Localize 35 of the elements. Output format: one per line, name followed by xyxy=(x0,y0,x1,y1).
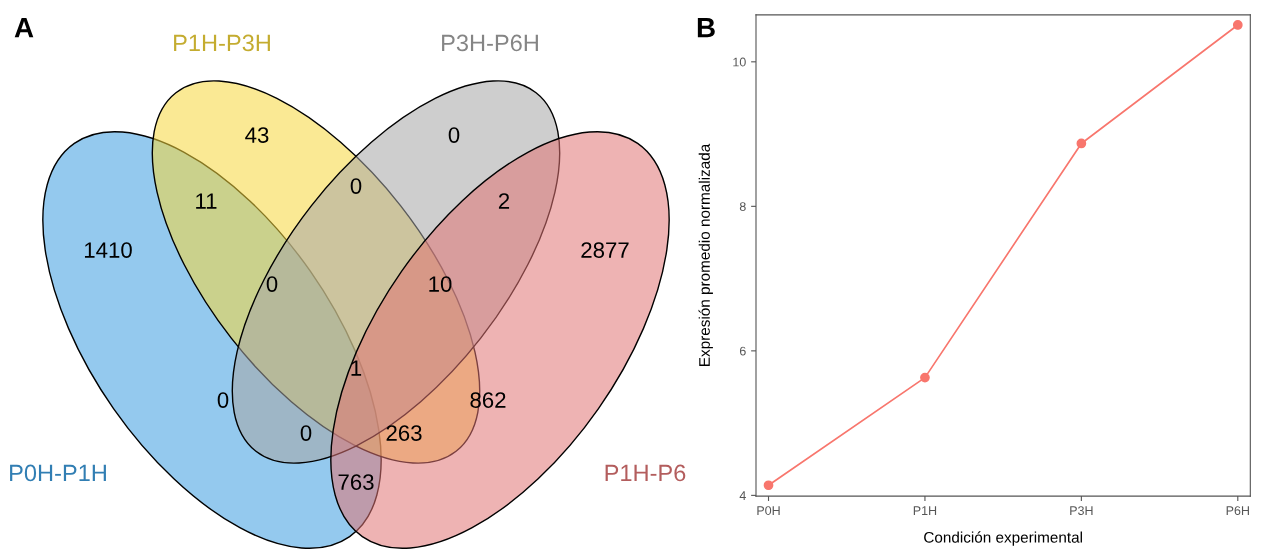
category-label: P3H-P6H xyxy=(442,34,538,52)
text: 763 xyxy=(338,474,374,490)
text: 0 xyxy=(448,127,460,143)
point xyxy=(1076,138,1087,149)
text: 0 xyxy=(350,178,362,194)
x-tick-label: P0H xyxy=(757,506,780,515)
point xyxy=(763,480,774,491)
text: 263 xyxy=(386,425,422,441)
x-axis-title: Condición experimental xyxy=(924,531,1082,546)
x-tick-label: P1H xyxy=(913,506,937,515)
point xyxy=(1232,20,1243,30)
x-tick-label: P3H xyxy=(1070,506,1093,515)
category-label: P1H-P6 xyxy=(605,464,686,482)
text: 11 xyxy=(196,193,217,209)
text: 2877 xyxy=(581,242,629,258)
text: 0 xyxy=(217,392,229,408)
chart-title: B xyxy=(697,18,715,38)
y-tick-label: 10 xyxy=(733,57,746,67)
x-tick-label: P6H xyxy=(1226,506,1249,515)
y-tick-label: 8 xyxy=(739,202,746,211)
text: 1410 xyxy=(84,242,132,258)
y-axis-title: Expresión promedio normalizada xyxy=(698,143,713,366)
category-label: P0H-P1H xyxy=(10,464,106,482)
y-tick-label: 4 xyxy=(739,491,746,500)
text: 0 xyxy=(300,425,312,441)
text: 10 xyxy=(429,276,452,292)
text: 43 xyxy=(245,127,269,143)
text: A xyxy=(14,18,34,38)
category-label: P1H-P3H xyxy=(174,34,270,52)
text: 1 xyxy=(351,360,362,376)
point xyxy=(920,372,930,383)
text: 0 xyxy=(266,276,278,292)
text: 2 xyxy=(498,193,510,209)
y-tick-label: 6 xyxy=(739,346,746,356)
text: 862 xyxy=(470,392,506,408)
